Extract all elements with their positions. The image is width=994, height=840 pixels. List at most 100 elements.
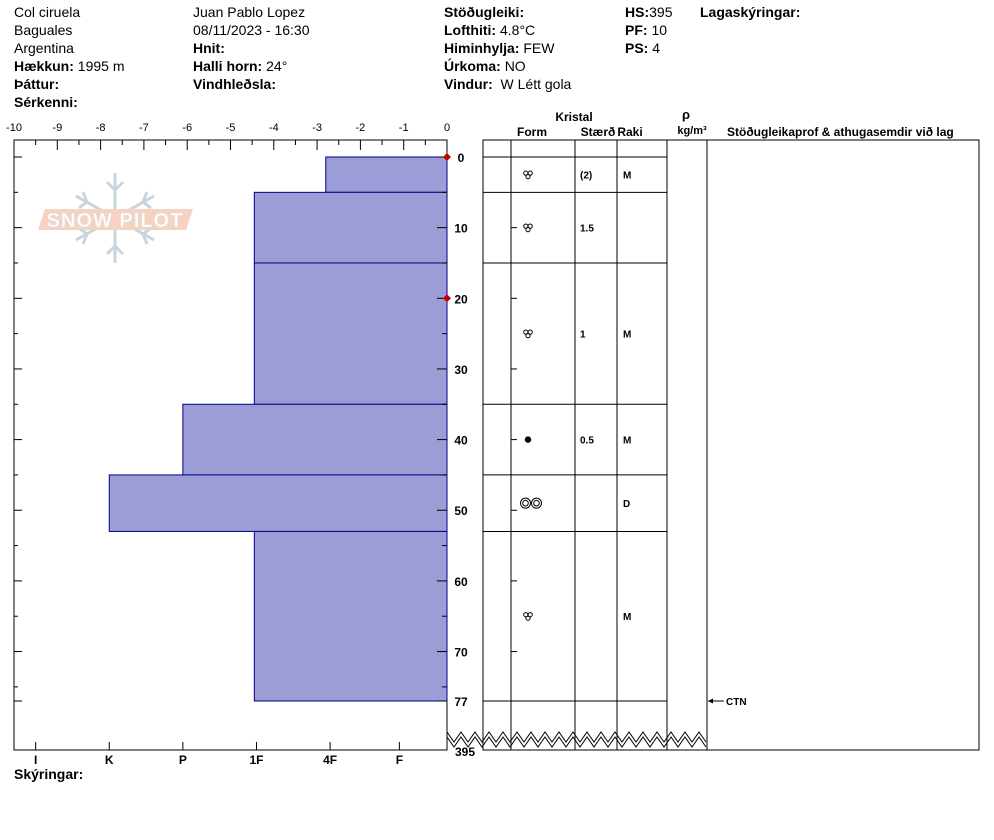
depth-tick-label: 60 — [454, 575, 468, 589]
chart-axes: -10 -9 -8 -7 -6 -5 -4 -3 -2 -1 0010203040506070773… — [6, 122, 475, 767]
temperature-tick-label: -1 — [399, 122, 409, 134]
watermark-text: SNOW PILOT — [47, 210, 184, 232]
wind-row: Vindur: W Létt gola — [444, 76, 572, 92]
layer-moisture: M — [623, 436, 631, 447]
precip-value: NO — [504, 58, 526, 74]
header-conditions: Stöðugleiki: Lofthiti: 4.8°C Himinhylja:… — [444, 3, 571, 93]
depth-tick-label: 40 — [454, 434, 468, 448]
hardness-label: K — [105, 753, 114, 767]
header-snow-depth: HS:395 PF: 10 PS: 4 — [625, 3, 672, 57]
layer-notes-heading: Lagaskýringar: — [700, 4, 801, 20]
size-heading: Stærð — [581, 125, 616, 139]
moisture-heading: Raki — [617, 125, 642, 139]
sky-value: FEW — [523, 40, 555, 56]
temperature-tick-label: -8 — [96, 122, 106, 134]
precip-row: Úrkoma: NO — [444, 58, 526, 74]
depth-tick-label: 77 — [454, 695, 468, 709]
observer-name: Juan Pablo Lopez — [193, 4, 306, 20]
depth-tick-label: 30 — [454, 363, 468, 377]
elevation-row: Hækkun: 1995 m — [14, 58, 125, 74]
stability-row: Stöðugleiki: — [444, 4, 525, 20]
rounded-grain-icon — [524, 436, 532, 443]
elevation-value: 1995 m — [77, 58, 125, 74]
slope-row: Halli horn: 24° — [193, 58, 288, 74]
precip-particles-icon — [523, 329, 533, 339]
header-location: Col ciruela Baguales Argentina Hækkun: 1… — [14, 3, 125, 111]
precip-particles-icon — [523, 170, 533, 180]
air-temp-value: 4.8°C — [499, 22, 536, 38]
depth-tick-label: 10 — [454, 222, 468, 236]
crystal-heading: Kristal — [555, 110, 592, 124]
layer-size: 0.5 — [580, 436, 594, 447]
hardness-label: 4F — [323, 753, 337, 767]
temperature-tick-label: -10 — [6, 122, 22, 134]
hardness-bar — [108, 474, 448, 532]
depth-tick-label: 20 — [454, 292, 468, 306]
temperature-point — [443, 294, 451, 303]
observation-datetime: 08/11/2023 - 16:30 — [193, 22, 310, 38]
location-line-3: Argentina — [14, 40, 74, 56]
form-heading: Form — [517, 125, 547, 139]
wind-loading-row: Vindhleðsla: — [193, 76, 276, 92]
test-label: CTN — [726, 697, 747, 708]
location-line-2: Baguales — [14, 22, 73, 38]
watermark-banner — [38, 209, 193, 230]
air-temp-row: Lofthiti: 4.8°C — [444, 22, 536, 38]
hardness-label: I — [34, 753, 37, 767]
hardness-bars — [108, 156, 448, 702]
pf-value: 10 — [651, 22, 668, 38]
layer-moisture: M — [623, 171, 631, 182]
temperature-tick-label: 0 — [444, 122, 450, 134]
temperature-point — [443, 153, 451, 161]
depth-tick-label: 0 — [458, 151, 465, 165]
temperature-tick-label: -4 — [269, 122, 279, 134]
legend-heading: Skýringar: — [14, 766, 84, 782]
layer-table: Kristal Form Stærð Raki ρ kg/m³ Stöðugleikapro… — [446, 107, 954, 750]
temperature-tick-label: -7 — [139, 122, 149, 134]
depth-break-zigzag-2 — [446, 736, 707, 748]
hardness-bar — [182, 403, 448, 476]
test-arrow-icon — [708, 698, 713, 704]
layer-size: 1 — [580, 330, 586, 341]
layer-moisture: M — [623, 612, 631, 623]
coords-row: Hnit: — [193, 40, 225, 56]
precip-particles-icon — [523, 223, 533, 233]
hs-value: 395 — [649, 4, 673, 20]
melt-form-icon — [520, 497, 542, 509]
hardness-label: 1F — [249, 753, 263, 767]
temperature-tick-label: -9 — [52, 122, 62, 134]
temperature-tick-label: -2 — [356, 122, 366, 134]
temperature-tick-label: -5 — [226, 122, 236, 134]
header-observer: Juan Pablo Lopez 08/11/2023 - 16:30 Hnit… — [193, 3, 310, 93]
depth-tick-label: 70 — [454, 646, 468, 660]
layer-moisture: M — [623, 330, 631, 341]
temperature-tick-label: -6 — [182, 122, 192, 134]
depth-break-zigzag — [446, 731, 707, 743]
ps-value: 4 — [652, 40, 661, 56]
specifics-row: Sérkenni: — [14, 94, 78, 110]
temperature-tick-label: -3 — [312, 122, 322, 134]
hardness-label: F — [396, 753, 403, 767]
hardness-bar — [253, 191, 448, 264]
density-unit: kg/m³ — [677, 125, 707, 137]
layer-moisture: D — [623, 499, 630, 510]
precip-particles-icon — [523, 612, 533, 621]
depth-tick-label: 50 — [454, 504, 468, 518]
snow-pilot-watermark: SNOW PILOT — [38, 173, 193, 263]
location-line-1: Col ciruela — [14, 4, 81, 20]
hardness-bar — [253, 530, 448, 702]
ps-row: PS: 4 — [625, 40, 661, 56]
slope-value: 24° — [266, 58, 288, 74]
tests-heading: Stöðugleikaprof & athugasemdir við lag — [727, 125, 954, 139]
density-symbol: ρ — [682, 107, 690, 122]
wind-value: W Létt gola — [500, 76, 572, 92]
hs-row: HS:395 — [625, 4, 673, 20]
sky-row: Himinhylja: FEW — [444, 40, 555, 56]
layer-size: (2) — [580, 171, 592, 182]
hardness-bar — [253, 262, 448, 405]
hardness-bar — [325, 156, 448, 193]
layer-size: 1.5 — [580, 224, 594, 235]
hardness-label: P — [179, 753, 187, 767]
pf-row: PF: 10 — [625, 22, 668, 38]
